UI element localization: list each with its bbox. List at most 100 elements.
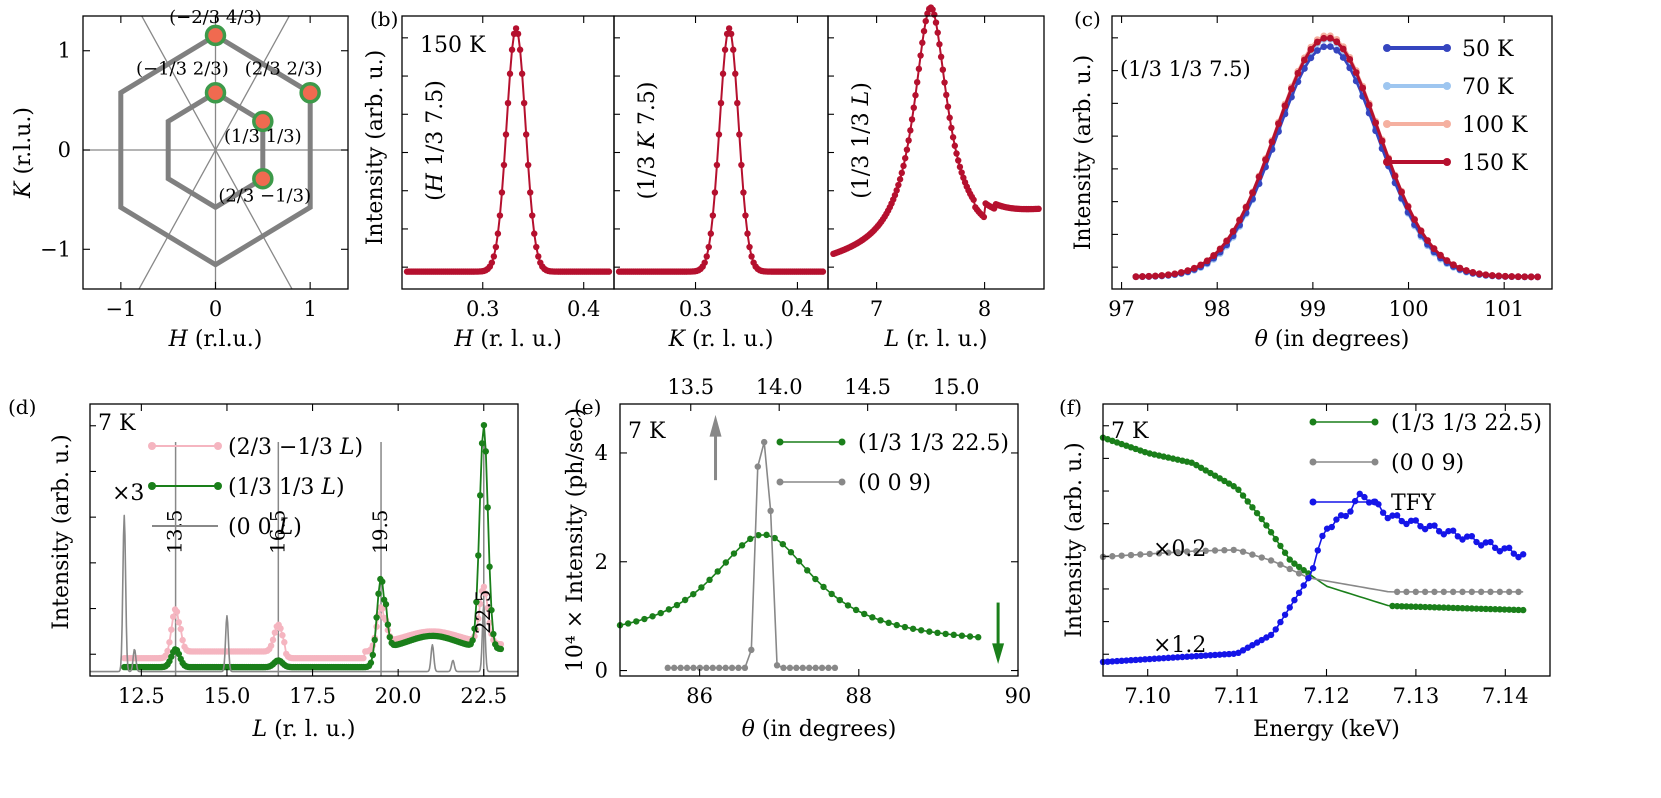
panel-b2-data-point (725, 25, 733, 32)
panel-e-data-point-green (755, 531, 762, 539)
panel-f-data-point (1519, 606, 1527, 614)
panel-d-data-point-green (475, 552, 482, 559)
panel-f-data-point (1174, 654, 1181, 661)
panel-f-data-point (1496, 588, 1504, 596)
panel-e-data-point-green (901, 623, 909, 631)
panel-f-x-label: Energy (keV) (1253, 717, 1400, 742)
panel-c-data-point (1184, 267, 1192, 275)
panel-d-data-point-green (488, 606, 495, 614)
panel-d-data-point-green (382, 601, 390, 608)
panel-c-data-point (1132, 273, 1140, 281)
panel-b2-data-point (705, 243, 712, 251)
panel-f-data-point (1361, 493, 1368, 501)
panel-f-data-point (1202, 652, 1209, 659)
panel-d-scale-note: ×3 (112, 481, 144, 506)
panel-c-data-point (1197, 261, 1205, 269)
panel-c-data-point (1190, 264, 1198, 272)
panel-f-data-point (1216, 651, 1223, 658)
legend-label: 50 K (1462, 37, 1514, 62)
panel-f-data-point (1169, 654, 1177, 661)
panel-f-data-point (1510, 550, 1518, 557)
panel-e-data-point-gray (709, 664, 716, 672)
panel-e-temperature: 7 K (628, 419, 666, 444)
panel-e-data-point-gray (799, 664, 806, 672)
panel-e-data-point-gray (780, 664, 787, 672)
panel-f-data-point (1407, 603, 1415, 610)
panel-e-data-point-gray (741, 664, 749, 672)
legend-marker (1443, 158, 1451, 166)
panel-d-data-point-green (375, 590, 382, 597)
bragg-point (204, 24, 227, 47)
panel-f-data-point (1510, 606, 1518, 614)
panel-label-c: (c) (1074, 7, 1101, 31)
panel-b2-data-point (819, 268, 827, 275)
panel-c-data-point (1411, 216, 1418, 224)
panel-a-plot (83, 16, 348, 289)
panel-b2-data-point (713, 161, 721, 169)
panel-f-data-point (1342, 512, 1349, 520)
panel-f-data-point (1286, 604, 1293, 611)
panel-b1-data-point (514, 30, 522, 38)
panel-e-top-tick-label: 14.5 (844, 375, 891, 399)
panel-f-data-point (1454, 533, 1462, 540)
legend-label: TFY (1391, 491, 1436, 516)
panel-e-data-point-gray (735, 664, 742, 672)
panel-b1-data-point (498, 189, 506, 196)
panel-f-data-point (1300, 567, 1307, 574)
legend-label: 150 K (1462, 151, 1528, 176)
panel-c-data-point (1501, 272, 1509, 280)
panel-b2-data-point (748, 253, 755, 260)
panel-b3-data-point (929, 6, 936, 13)
panel-f-data-point (1449, 527, 1457, 534)
panel-f-data-point (1501, 606, 1508, 613)
panel-b3-data-point (903, 146, 911, 153)
panel-f-data-point (1221, 477, 1228, 485)
panel-d-data-point-green (490, 630, 497, 638)
panel-e-top-tick-label: 13.5 (667, 375, 714, 399)
panel-c-data-point (1333, 46, 1341, 54)
panel-b3-data-point (910, 104, 917, 111)
panel-b3-data-point (937, 53, 945, 61)
panel-e-data-point-gray (703, 664, 710, 672)
panel-c-data-point (1326, 43, 1334, 51)
panel-c-data-point (1488, 272, 1496, 279)
panel-c-data-point (1171, 270, 1179, 278)
panel-e-data-point-green (942, 630, 949, 638)
panel-e-data-point-green (804, 567, 811, 574)
panel-f-data-point (1183, 653, 1191, 660)
panel-b3-data-point (951, 142, 959, 149)
panel-e-data-point-green (836, 596, 843, 604)
panel-c-x-label: θ (in degrees) (1255, 327, 1410, 352)
panel-c-data-point (1177, 269, 1185, 276)
panel-c-data-point (1508, 273, 1516, 280)
panel-c-data-point (1307, 54, 1315, 62)
panel-e-data-point-green (909, 625, 917, 632)
legend-marker (1309, 498, 1317, 506)
panel-d-temperature: 7 K (98, 411, 136, 436)
panel-c-data-point (1216, 245, 1224, 253)
panel-f-data-point (1351, 497, 1359, 505)
panel-b3-data-point (943, 91, 950, 99)
panel-c-data-point (1514, 273, 1522, 281)
panel-e-data-point-green (747, 535, 754, 543)
panel-c-data-point (1281, 102, 1289, 110)
panel-f-data-point (1398, 603, 1405, 610)
panel-d-data-point-pink (166, 639, 173, 646)
panel-f-data-point (1393, 588, 1401, 596)
panel-c-data-point (1527, 273, 1535, 281)
panel-f-data-point (1249, 551, 1256, 558)
panel-e-data-point-gray (812, 664, 819, 672)
up-arrow-icon (709, 414, 722, 437)
panel-d-data-point-green (371, 636, 378, 644)
panel-e-data-point-green (958, 632, 966, 639)
panel-b2-data-point (734, 99, 741, 107)
down-arrow-icon (992, 643, 1005, 665)
panel-f-data-point (1277, 542, 1284, 550)
panel-f-data-point (1211, 651, 1219, 659)
panel-c-data-point (1300, 56, 1308, 64)
panel-b3-data-point (915, 65, 923, 73)
panel-b1-data-point (492, 243, 500, 251)
panel-b2-x-tick-label: 0.3 (679, 297, 712, 321)
panel-b3-data-point (932, 19, 940, 26)
